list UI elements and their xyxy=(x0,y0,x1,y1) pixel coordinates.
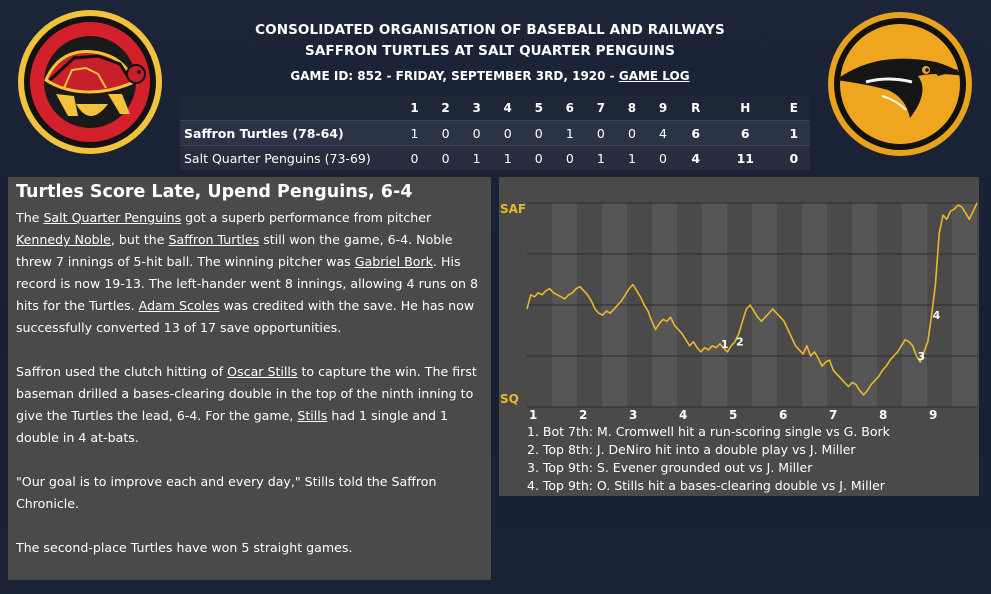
home-runs: 4 xyxy=(678,145,713,170)
inning-9-header: 9 xyxy=(647,96,679,121)
game-log-link[interactable]: GAME LOG xyxy=(618,69,690,83)
inning-2-header: 2 xyxy=(430,96,462,121)
away-inning-3: 0 xyxy=(461,120,493,146)
top-team-label: SAF xyxy=(500,202,526,216)
game-header: CONSOLIDATED ORGANISATION OF BASEBALL AN… xyxy=(230,20,750,84)
event-marker-label: 1 xyxy=(721,338,729,351)
inning-tick-label: 6 xyxy=(779,408,787,422)
team-link-turtles[interactable]: Saffron Turtles xyxy=(168,232,260,247)
home-inning-9: 0 xyxy=(647,145,679,170)
inning-3-header: 3 xyxy=(461,96,493,121)
game-recap-panel: Turtles Score Late, Upend Penguins, 6-4 … xyxy=(8,177,491,580)
bottom-team-label: SQ xyxy=(500,392,519,406)
inning-tick-label: 9 xyxy=(929,408,937,422)
home-errors: 0 xyxy=(777,145,810,170)
event-marker-label: 3 xyxy=(917,350,925,363)
inning-tick-label: 8 xyxy=(879,408,887,422)
recap-paragraph-2: Saffron used the clutch hitting of Oscar… xyxy=(16,361,483,449)
recap-paragraph-4: The second-place Turtles have won 5 stra… xyxy=(16,540,353,555)
away-runs: 6 xyxy=(678,120,713,146)
win-probability-line xyxy=(526,202,978,396)
home-inning-8: 1 xyxy=(616,145,648,170)
away-inning-6: 1 xyxy=(554,120,586,146)
matchup-title: SAFFRON TURTLES AT SALT QUARTER PENGUINS xyxy=(305,43,675,59)
team-link-penguins[interactable]: Salt Quarter Penguins xyxy=(43,210,182,225)
inning-1-header: 1 xyxy=(399,96,431,121)
home-inning-4: 1 xyxy=(492,145,524,170)
away-team-row: Saffron Turtles (78-64) 1 0 0 0 0 1 0 0 … xyxy=(180,120,810,146)
home-inning-7: 1 xyxy=(585,145,617,170)
away-inning-9: 4 xyxy=(647,120,679,146)
home-inning-5: 0 xyxy=(523,145,555,170)
away-inning-8: 0 xyxy=(616,120,648,146)
player-link-gabriel-bork[interactable]: Gabriel Bork xyxy=(354,254,433,269)
line-score-header-row: 1 2 3 4 5 6 7 8 9 R H E xyxy=(180,96,810,121)
event-marker-label: 2 xyxy=(736,336,744,349)
home-inning-1: 0 xyxy=(399,145,431,170)
inning-8-header: 8 xyxy=(616,96,648,121)
key-event-item: 1. Bot 7th: M. Cromwell hit a run-scorin… xyxy=(527,424,890,439)
inning-7-header: 7 xyxy=(585,96,617,121)
inning-tick-label: 7 xyxy=(829,408,837,422)
inning-tick-label: 4 xyxy=(679,408,687,422)
away-inning-7: 0 xyxy=(585,120,617,146)
key-event-item: 3. Top 9th: S. Evener grounded out vs J.… xyxy=(527,460,813,475)
player-link-stills[interactable]: Stills xyxy=(297,408,328,423)
away-inning-2: 0 xyxy=(430,120,462,146)
key-event-item: 4. Top 9th: O. Stills hit a bases-cleari… xyxy=(527,478,885,493)
league-title: CONSOLIDATED ORGANISATION OF BASEBALL AN… xyxy=(255,22,725,38)
home-team-name[interactable]: Salt Quarter Penguins (73-69) xyxy=(180,145,399,170)
inning-tick-label: 2 xyxy=(579,408,587,422)
player-link-kennedy-noble[interactable]: Kennedy Noble xyxy=(16,232,111,247)
event-marker-label: 4 xyxy=(933,309,941,322)
inning-6-header: 6 xyxy=(554,96,586,121)
text: The xyxy=(16,210,44,225)
away-errors: 1 xyxy=(777,120,810,146)
player-link-oscar-stills[interactable]: Oscar Stills xyxy=(227,364,298,379)
away-hits: 6 xyxy=(712,120,778,146)
recap-headline: Turtles Score Late, Upend Penguins, 6-4 xyxy=(16,182,413,202)
home-inning-3: 1 xyxy=(461,145,493,170)
inning-tick-label: 1 xyxy=(529,408,537,422)
recap-paragraph-3: "Our goal is to improve each and every d… xyxy=(16,474,437,511)
inning-4-header: 4 xyxy=(492,96,524,121)
game-info: GAME ID: 852 - FRIDAY, SEPTEMBER 3RD, 19… xyxy=(230,68,750,84)
runs-header: R xyxy=(678,96,713,121)
text: . His record is now 19-13. The left-hand… xyxy=(16,254,478,313)
errors-header: E xyxy=(777,96,810,121)
inning-5-header: 5 xyxy=(523,96,555,121)
player-link-adam-scoles[interactable]: Adam Scoles xyxy=(138,298,220,313)
hits-header: H xyxy=(712,96,778,121)
key-event-item: 2. Top 8th: J. DeNiro hit into a double … xyxy=(527,442,856,457)
recap-paragraph-1: The Salt Quarter Penguins got a superb p… xyxy=(16,207,483,339)
text: Saffron used the clutch hitting of xyxy=(16,364,228,379)
text: still won the game, 6-4. Noble threw 7 i… xyxy=(16,232,453,269)
saffron-turtles-logo xyxy=(16,8,164,156)
key-events-list: 1. Bot 7th: M. Cromwell hit a run-scorin… xyxy=(527,423,890,495)
win-probability-panel: SAF SQ 1 2 3 4 5 6 7 8 9 1 2 3 4 1. Bot 7th: M. Cromwe… xyxy=(499,177,979,496)
text: to capture the win. The first baseman dr… xyxy=(16,364,477,423)
text: , but the xyxy=(110,232,169,247)
text: was credited with the save. He has now s… xyxy=(16,298,475,335)
team-column-header xyxy=(180,96,399,121)
away-inning-5: 0 xyxy=(523,120,555,146)
inning-tick-label: 3 xyxy=(629,408,637,422)
game-info-text: GAME ID: 852 - FRIDAY, SEPTEMBER 3RD, 19… xyxy=(290,69,619,83)
home-inning-6: 0 xyxy=(554,145,586,170)
text: got a superb performance from pitcher xyxy=(181,210,432,225)
away-team-name[interactable]: Saffron Turtles (78-64) xyxy=(180,120,399,146)
text: had 1 single and 1 double in 4 at-bats. xyxy=(16,408,449,445)
home-inning-2: 0 xyxy=(430,145,462,170)
inning-tick-label: 5 xyxy=(729,408,737,422)
away-inning-1: 1 xyxy=(399,120,431,146)
line-score-table: 1 2 3 4 5 6 7 8 9 R H E Saffron Turtles … xyxy=(180,96,810,170)
home-hits: 11 xyxy=(712,145,778,170)
salt-quarter-penguins-logo xyxy=(826,10,974,158)
home-team-row: Salt Quarter Penguins (73-69) 0 0 1 1 0 … xyxy=(180,145,810,170)
away-inning-4: 0 xyxy=(492,120,524,146)
